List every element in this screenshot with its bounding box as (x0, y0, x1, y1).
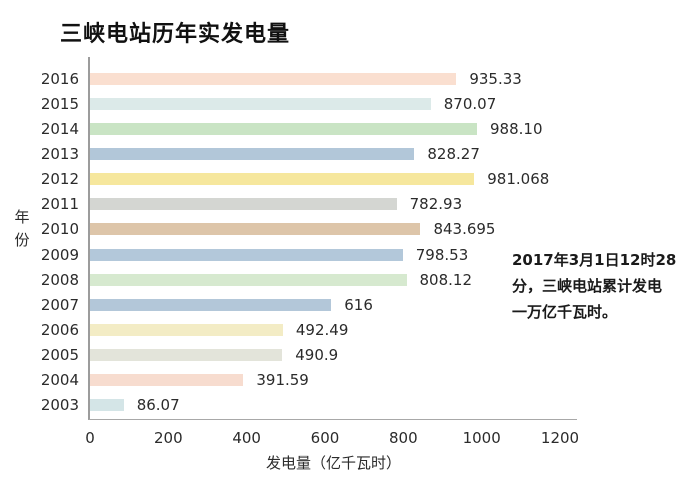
x-tick-1200: 1200 (540, 429, 580, 447)
value-label-2007: 616 (344, 295, 373, 314)
x-tick-600: 600 (310, 429, 340, 447)
bar-2008 (90, 273, 407, 286)
bar-2013 (90, 148, 415, 161)
year-label-2004: 2004 (40, 370, 79, 389)
annotation-line: 2017年3月1日12时28 (512, 251, 677, 269)
year-label-2007: 2007 (40, 295, 79, 314)
bar-2004 (90, 373, 244, 386)
value-label-2009: 798.53 (415, 245, 469, 264)
year-label-2006: 2006 (40, 320, 79, 339)
bar-2010 (90, 223, 421, 236)
year-label-2011: 2011 (40, 195, 79, 214)
year-label-2008: 2008 (40, 270, 79, 289)
year-label-2005: 2005 (40, 345, 79, 364)
bar-2006 (90, 323, 283, 336)
y-axis-title: 年份 (14, 208, 30, 249)
x-tick-200: 200 (154, 429, 183, 447)
annotation-line: 一万亿千瓦时。 (512, 303, 618, 321)
x-tick-800: 800 (389, 429, 418, 447)
value-label-2010: 843.695 (433, 220, 496, 239)
bar-2012 (90, 173, 475, 186)
value-label-2015: 870.07 (443, 95, 497, 114)
value-label-2008: 808.12 (419, 270, 473, 289)
bar-2009 (90, 248, 403, 261)
bar-2015 (90, 98, 431, 111)
x-tick-0: 0 (85, 429, 95, 447)
year-label-2013: 2013 (40, 145, 79, 164)
x-axis-title: 发电量（亿千瓦时） (265, 454, 402, 472)
bar-2003 (90, 399, 124, 412)
year-label-2016: 2016 (40, 70, 79, 88)
x-tick-400: 400 (232, 429, 261, 447)
year-label-2010: 2010 (40, 220, 79, 239)
bar-2005 (90, 348, 283, 361)
annotation-text: 2017年3月1日12时28 分，三峡电站累计发电 一万亿千瓦时。 (512, 247, 694, 325)
year-label-2003: 2003 (40, 396, 79, 415)
year-label-2014: 2014 (40, 120, 79, 139)
value-label-2016: 935.33 (469, 70, 522, 88)
annotation-line: 分，三峡电站累计发电 (512, 277, 663, 295)
x-tick-1000: 1000 (462, 429, 501, 447)
year-label-2009: 2009 (40, 245, 79, 264)
value-label-2005: 490.9 (295, 345, 339, 364)
year-label-2012: 2012 (40, 170, 79, 189)
value-label-2013: 828.27 (427, 145, 480, 164)
value-label-2004: 391.59 (256, 370, 309, 389)
bar-2011 (90, 198, 397, 211)
bar-2007 (90, 298, 332, 311)
year-label-2015: 2015 (40, 95, 79, 114)
value-label-2011: 782.93 (409, 195, 463, 214)
value-label-2014: 988.10 (490, 120, 543, 139)
bar-2014 (90, 123, 477, 136)
value-label-2012: 981.068 (487, 170, 550, 189)
value-label-2003: 86.07 (136, 396, 180, 415)
chart-title: 三峡电站历年实发电量 (60, 22, 291, 47)
value-label-2006: 492.49 (295, 320, 349, 339)
bar-2016 (90, 73, 457, 85)
plot-area: 发电量（亿千瓦时） 2016 935.33 2015 870.07 2014 988.10… (41, 57, 579, 472)
